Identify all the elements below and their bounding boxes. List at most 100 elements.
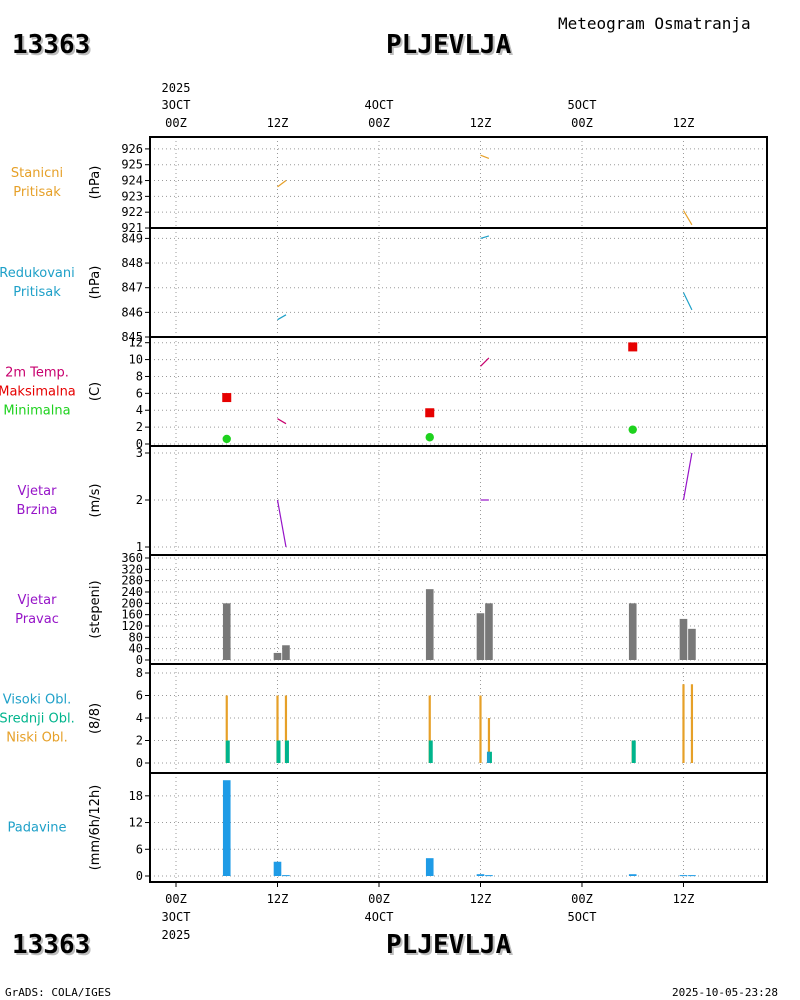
panel-label: Brzina xyxy=(17,503,58,518)
y-tick-label: 6 xyxy=(136,842,143,856)
cloud-bar xyxy=(276,740,281,763)
top-axis-time: 00Z xyxy=(165,116,187,130)
cloud-bar xyxy=(225,740,230,763)
cloud-bar xyxy=(428,695,431,763)
panel-frame xyxy=(149,136,768,229)
panel-label: Minimalna xyxy=(3,404,70,419)
data-bar xyxy=(425,858,434,876)
data-bar xyxy=(282,645,290,660)
y-tick-label: 360 xyxy=(121,551,143,565)
y-tick-label: 849 xyxy=(121,231,143,245)
cloud-bar xyxy=(428,740,433,763)
series-line xyxy=(682,452,693,501)
data-bar xyxy=(485,603,493,660)
series-line xyxy=(682,210,693,226)
panel-label: Vjetar xyxy=(18,484,58,499)
panel-frame xyxy=(149,772,768,883)
y-tick-label: 921 xyxy=(121,221,143,235)
station-name-bottom: PLJEVLJA xyxy=(386,930,512,960)
cloud-bar xyxy=(631,740,636,763)
y-tick-label: 0 xyxy=(136,437,143,451)
y-tick-label: 280 xyxy=(121,574,143,588)
y-tick-label: 4 xyxy=(136,403,143,417)
panel-frame xyxy=(149,336,768,447)
y-axis-unit: (m/s) xyxy=(88,484,103,518)
data-bar xyxy=(628,603,637,660)
y-tick-label: 922 xyxy=(121,205,143,219)
station-id-bottom: 13363 xyxy=(12,930,91,960)
cloud-bar xyxy=(284,740,289,763)
y-axis-unit: (C) xyxy=(88,382,103,401)
panel-label: Niski Obl. xyxy=(6,731,68,746)
y-axis-unit: (mm/6h/12h) xyxy=(88,785,103,871)
max-temp-marker xyxy=(425,408,435,418)
footer-right: 2025-10-05-23:28 xyxy=(672,986,778,999)
cloud-bar xyxy=(284,695,288,763)
y-axis-unit: (hPa) xyxy=(88,266,103,300)
y-tick-label: 10 xyxy=(129,353,143,367)
bottom-axis-day: 3OCT xyxy=(162,910,191,924)
y-tick-label: 848 xyxy=(121,256,143,270)
y-tick-label: 240 xyxy=(121,585,143,599)
data-bar xyxy=(222,780,231,876)
data-bar xyxy=(273,652,282,660)
y-tick-label: 2 xyxy=(136,734,143,748)
cloud-bar xyxy=(479,695,482,763)
bottom-axis-day: 5OCT xyxy=(568,910,597,924)
panel-label: Visoki Obl. xyxy=(3,693,71,708)
cloud-bar xyxy=(487,718,491,763)
panel-label: Srednji Obl. xyxy=(0,712,75,727)
panel-frame xyxy=(149,554,768,665)
min-temp-marker xyxy=(628,425,637,434)
y-tick-label: 845 xyxy=(121,330,143,344)
y-tick-label: 1 xyxy=(136,540,143,554)
y-tick-label: 120 xyxy=(121,619,143,633)
y-tick-label: 4 xyxy=(136,711,143,725)
y-tick-label: 80 xyxy=(129,630,143,644)
station-id-top: 13363 xyxy=(12,30,91,60)
y-axis-unit: (stepeni) xyxy=(88,580,103,638)
series-line xyxy=(480,235,490,239)
y-tick-label: 18 xyxy=(129,789,143,803)
series-line xyxy=(277,180,287,188)
top-axis-time: 12Z xyxy=(470,116,492,130)
y-axis-unit: (hPa) xyxy=(88,166,103,200)
series-line xyxy=(480,154,490,159)
bottom-axis-time: 00Z xyxy=(571,892,593,906)
y-tick-label: 40 xyxy=(129,642,143,656)
bottom-axis-time: 12Z xyxy=(267,892,289,906)
station-name-top: PLJEVLJA xyxy=(386,30,512,60)
y-tick-label: 2 xyxy=(136,420,143,434)
y-tick-label: 0 xyxy=(136,756,143,770)
footer-left: GrADS: COLA/IGES xyxy=(5,986,111,999)
data-bar xyxy=(282,875,290,877)
y-tick-label: 160 xyxy=(121,608,143,622)
top-axis-day: 3OCT xyxy=(162,98,191,112)
data-bar xyxy=(679,875,688,877)
y-tick-label: 846 xyxy=(121,305,143,319)
top-axis-time: 00Z xyxy=(571,116,593,130)
panel-label: Redukovani xyxy=(0,266,75,281)
y-tick-label: 3 xyxy=(136,446,143,460)
panel-4: 1 2 3 (m/s) Vjetar Brzina xyxy=(17,445,768,556)
panel-label: 2m Temp. xyxy=(5,366,69,381)
panel-6: 0 2 4 6 8 (8/8) Visoki Obl. Srednji Obl. Niski O… xyxy=(0,663,768,774)
y-tick-label: 2 xyxy=(136,493,143,507)
data-bar xyxy=(425,589,434,660)
y-axis-unit: (8/8) xyxy=(88,703,103,734)
series-line xyxy=(276,499,287,548)
y-tick-label: 924 xyxy=(121,174,143,188)
y-tick-label: 926 xyxy=(121,142,143,156)
panel-frame xyxy=(149,227,768,338)
y-tick-label: 12 xyxy=(129,816,143,830)
top-axis-time: 12Z xyxy=(673,116,695,130)
bottom-axis-time: 00Z xyxy=(165,892,187,906)
top-axis-day: 4OCT xyxy=(365,98,394,112)
panel-label: Vjetar xyxy=(18,593,58,608)
panel-label: Pritisak xyxy=(13,185,61,200)
data-bar xyxy=(476,613,485,660)
cloud-bar xyxy=(682,684,685,763)
panel-label: Padavine xyxy=(8,821,67,836)
y-tick-label: 320 xyxy=(121,562,143,576)
